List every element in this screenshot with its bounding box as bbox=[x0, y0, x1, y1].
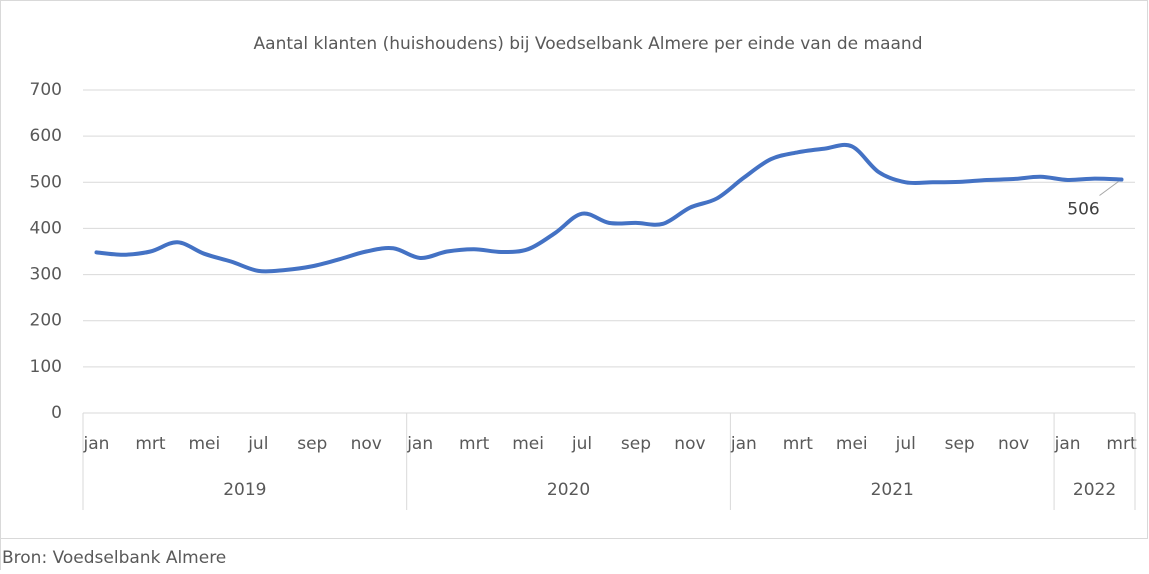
y-tick-label: 500 bbox=[30, 172, 62, 192]
source-note: Bron: Voedselbank Almere bbox=[2, 548, 226, 568]
y-tick-label: 400 bbox=[30, 218, 62, 238]
y-tick-label: 200 bbox=[30, 311, 62, 331]
x-tick-label: nov bbox=[998, 434, 1029, 454]
x-tick-label: mrt bbox=[783, 434, 814, 454]
x-tick-label: mei bbox=[836, 434, 868, 454]
year-label: 2022 bbox=[1073, 480, 1116, 500]
x-tick-label: jan bbox=[406, 434, 433, 454]
x-tick-label: mei bbox=[189, 434, 221, 454]
x-tick-label: mei bbox=[512, 434, 544, 454]
x-tick-label: sep bbox=[297, 434, 327, 454]
year-label: 2019 bbox=[223, 480, 266, 500]
x-tick-label: jan bbox=[730, 434, 757, 454]
label-leader bbox=[1099, 181, 1119, 196]
data-label: 506 bbox=[1067, 200, 1099, 220]
y-tick-label: 100 bbox=[30, 357, 62, 377]
x-tick-label: mrt bbox=[135, 434, 166, 454]
x-tick-label: jan bbox=[1054, 434, 1081, 454]
x-tick-label: nov bbox=[351, 434, 382, 454]
x-tick-label: jan bbox=[83, 434, 110, 454]
chart-frame bbox=[0, 0, 1148, 539]
year-label: 2021 bbox=[871, 480, 914, 500]
x-tick-label: nov bbox=[674, 434, 705, 454]
data-line bbox=[94, 142, 1124, 274]
y-tick-label: 300 bbox=[30, 265, 62, 285]
chart-title: Aantal klanten (huishoudens) bij Voedsel… bbox=[254, 34, 923, 54]
year-label: 2020 bbox=[547, 480, 590, 500]
x-tick-label: jul bbox=[247, 434, 268, 454]
y-tick-label: 700 bbox=[30, 80, 62, 100]
x-tick-label: mrt bbox=[1106, 434, 1137, 454]
x-tick-label: sep bbox=[945, 434, 975, 454]
x-tick-label: jul bbox=[895, 434, 916, 454]
x-tick-label: jul bbox=[571, 434, 592, 454]
y-tick-label: 600 bbox=[30, 126, 62, 146]
x-tick-label: sep bbox=[621, 434, 651, 454]
y-tick-label: 0 bbox=[51, 403, 62, 423]
x-tick-label: mrt bbox=[459, 434, 490, 454]
